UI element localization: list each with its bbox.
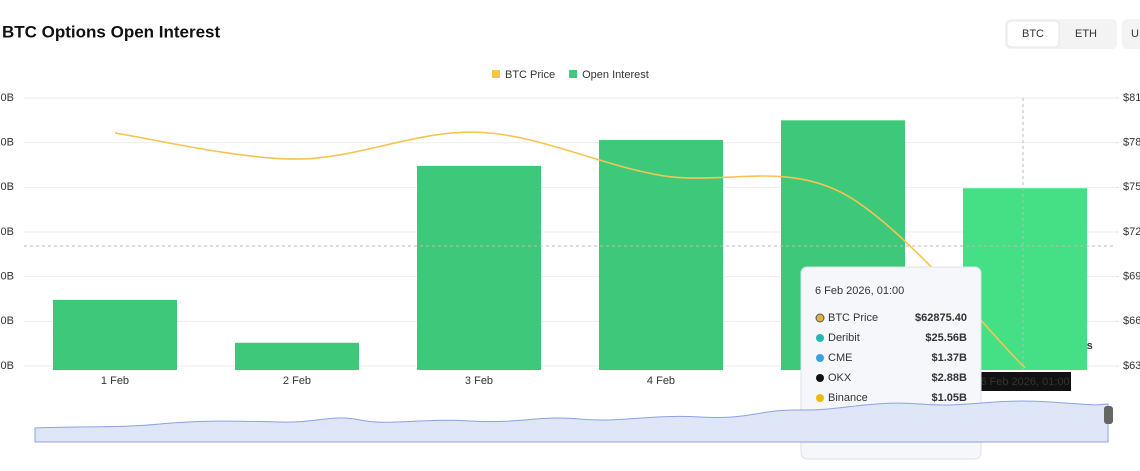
legend-swatch [569, 70, 578, 78]
y-tick-label: 50B [0, 137, 14, 149]
y2-tick-label: $81 [1123, 92, 1140, 104]
chart-title: BTC Options Open Interest [2, 22, 221, 41]
tooltip-value: $2.88B [932, 372, 968, 384]
tooltip-name: CME [828, 352, 852, 364]
legend-label: Open Interest [582, 69, 649, 81]
tooltip-name: OKX [828, 372, 852, 384]
y2-tick-label: $72 [1123, 226, 1140, 238]
x-tick-label: 3 Feb [465, 375, 493, 387]
tooltip-name: BTC Price [828, 312, 878, 324]
y2-tick-label: $63 [1123, 360, 1140, 372]
tooltip-icon [815, 313, 825, 323]
tooltip-value: $62875.40 [915, 312, 967, 324]
navigator-area [34, 400, 1109, 443]
tooltip-icon [816, 354, 824, 362]
crosshair-label-bg [979, 372, 1071, 391]
legend-label: BTC Price [505, 69, 555, 81]
y-tick-label: 00B [0, 271, 14, 283]
tooltip-title: 6 Feb 2026, 01:00 [815, 285, 904, 297]
x-tick-label: 1 Feb [101, 375, 129, 387]
y-tick-label: 00B [0, 360, 14, 372]
tooltip-name: Deribit [828, 332, 860, 344]
tooltip-icon [816, 394, 824, 402]
tooltip-icon [816, 334, 824, 342]
y-tick-label: 00B [0, 181, 14, 193]
bar [417, 165, 541, 370]
x-tick-label: 2 Feb [283, 375, 311, 387]
button[interactable]: BTC [1022, 28, 1044, 40]
button-bg [1122, 19, 1140, 49]
button[interactable]: U [1131, 28, 1139, 40]
tooltip-value: $1.05B [932, 392, 968, 404]
y-tick-label: 00B [0, 92, 14, 104]
x-tick-label: 4 Feb [647, 375, 675, 387]
y-tick-label: 50B [0, 226, 14, 238]
button[interactable]: ETH [1075, 28, 1097, 40]
y2-tick-label: $69 [1123, 271, 1140, 283]
y2-tick-label: $66 [1123, 315, 1140, 327]
bar [599, 139, 723, 370]
tooltip-icon [816, 374, 824, 382]
bar [235, 342, 359, 370]
bar [963, 188, 1087, 370]
tooltip-value: $25.56B [925, 332, 967, 344]
y2-tick-label: $75 [1123, 181, 1140, 193]
crosshair-label: 6 Feb 2026, 01:00 [980, 376, 1069, 388]
legend-swatch [492, 70, 500, 78]
navigator-handle[interactable] [1104, 406, 1113, 424]
y2-tick-label: $78 [1123, 137, 1140, 149]
bar [53, 299, 177, 370]
toggle-active [1006, 20, 1060, 48]
tooltip-name: Binance [828, 392, 868, 404]
price-line [114, 131, 1026, 369]
tooltip-value: $1.37B [932, 352, 968, 364]
y-tick-label: 50B [0, 315, 14, 327]
